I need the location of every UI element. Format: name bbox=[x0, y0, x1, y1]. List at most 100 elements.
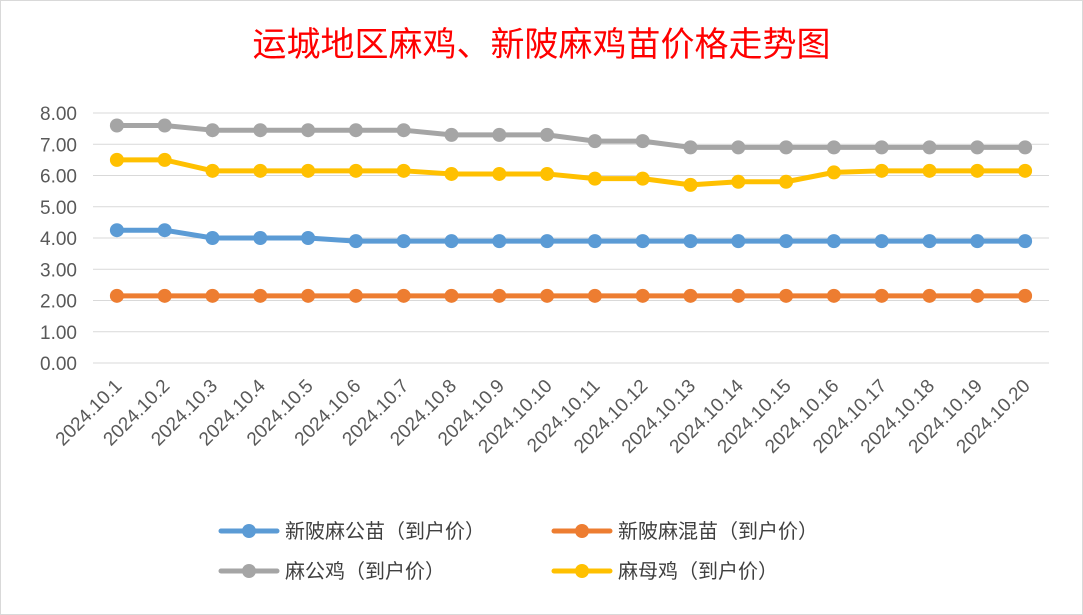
data-point bbox=[635, 171, 650, 186]
data-point bbox=[301, 163, 316, 178]
legend-swatch-marker bbox=[575, 524, 589, 538]
data-point bbox=[731, 140, 746, 155]
y-tick-label: 2.00 bbox=[40, 292, 77, 313]
y-tick-label: 7.00 bbox=[40, 135, 77, 156]
data-point bbox=[922, 140, 937, 155]
legend-swatch-marker bbox=[242, 524, 256, 538]
legend-item: 麻公鸡（到户价） bbox=[218, 559, 445, 583]
data-point bbox=[779, 140, 794, 155]
data-point bbox=[157, 223, 172, 238]
data-point bbox=[205, 163, 220, 178]
data-point bbox=[826, 140, 841, 155]
data-point bbox=[109, 152, 124, 167]
data-point bbox=[492, 234, 507, 249]
data-point bbox=[874, 234, 889, 249]
data-point bbox=[683, 140, 698, 155]
data-point bbox=[587, 234, 602, 249]
data-point bbox=[922, 288, 937, 303]
data-point bbox=[731, 234, 746, 249]
data-point bbox=[540, 166, 555, 181]
y-tick-label: 0.00 bbox=[40, 354, 77, 375]
legend-swatch-marker bbox=[575, 564, 589, 578]
x-axis-ticks: 2024.10.12024.10.22024.10.32024.10.42024… bbox=[52, 375, 1035, 457]
series-0 bbox=[109, 223, 1033, 249]
data-point bbox=[540, 127, 555, 142]
data-point bbox=[109, 223, 124, 238]
data-point bbox=[683, 234, 698, 249]
data-point bbox=[587, 171, 602, 186]
data-point bbox=[205, 231, 220, 245]
data-point bbox=[540, 234, 555, 249]
series-line bbox=[114, 227, 1028, 244]
y-axis-ticks: 0.00 1.00 2.00 3.00 4.00 5.00 6.00 7.00 8.00 bbox=[40, 104, 77, 375]
data-point bbox=[970, 163, 985, 178]
data-point bbox=[922, 163, 937, 178]
y-tick-label: 8.00 bbox=[40, 104, 77, 125]
data-point bbox=[731, 288, 746, 303]
data-point bbox=[109, 118, 124, 133]
legend-item: 新陂麻公苗（到户价） bbox=[218, 519, 485, 543]
legend-label: 新陂麻混苗（到户价） bbox=[618, 519, 818, 543]
data-point bbox=[874, 140, 889, 155]
data-point bbox=[253, 288, 268, 303]
legend-swatch-marker bbox=[242, 564, 256, 578]
data-point bbox=[874, 163, 889, 178]
data-point bbox=[826, 288, 841, 303]
data-point bbox=[253, 163, 268, 178]
data-point bbox=[779, 234, 794, 249]
series-layer bbox=[109, 118, 1033, 303]
data-point bbox=[587, 134, 602, 149]
legend-label: 新陂麻公苗（到户价） bbox=[285, 519, 485, 543]
data-point bbox=[922, 234, 937, 249]
data-point bbox=[348, 288, 363, 303]
data-point bbox=[683, 288, 698, 303]
data-point bbox=[683, 177, 698, 192]
data-point bbox=[205, 123, 220, 138]
y-tick-label: 3.00 bbox=[40, 260, 77, 281]
series-line bbox=[114, 123, 1028, 150]
data-point bbox=[253, 231, 268, 245]
legend: 新陂麻公苗（到户价） 新陂麻混苗（到户价） 麻公鸡（到户价） 麻母鸡（到户价） bbox=[218, 519, 818, 583]
data-point bbox=[444, 127, 459, 142]
data-point bbox=[348, 123, 363, 138]
data-point bbox=[1018, 288, 1033, 303]
data-point bbox=[970, 234, 985, 249]
legend-label: 麻公鸡（到户价） bbox=[285, 559, 445, 583]
y-tick-label: 4.00 bbox=[40, 229, 77, 250]
data-point bbox=[205, 288, 220, 303]
data-point bbox=[635, 234, 650, 249]
data-point bbox=[635, 288, 650, 303]
legend-item: 麻母鸡（到户价） bbox=[551, 559, 778, 583]
legend-label: 麻母鸡（到户价） bbox=[618, 559, 778, 583]
data-point bbox=[396, 234, 411, 249]
data-point bbox=[109, 288, 124, 303]
data-point bbox=[492, 288, 507, 303]
data-point bbox=[826, 234, 841, 249]
data-point bbox=[301, 231, 316, 245]
data-point bbox=[492, 166, 507, 181]
grid-layer bbox=[93, 112, 1049, 364]
y-tick-label: 1.00 bbox=[40, 323, 77, 344]
data-point bbox=[492, 127, 507, 142]
data-point bbox=[301, 123, 316, 138]
chart-title: 运城地区麻鸡、新陂麻鸡苗价格走势图 bbox=[252, 25, 831, 65]
y-tick-label: 5.00 bbox=[40, 198, 77, 219]
series-1 bbox=[109, 288, 1033, 303]
legend-item: 新陂麻混苗（到户价） bbox=[551, 519, 818, 543]
data-point bbox=[1018, 163, 1033, 178]
series-3 bbox=[109, 152, 1033, 192]
data-point bbox=[731, 174, 746, 189]
data-point bbox=[301, 288, 316, 303]
data-point bbox=[970, 140, 985, 155]
data-point bbox=[396, 123, 411, 138]
data-point bbox=[444, 288, 459, 303]
data-point bbox=[348, 163, 363, 178]
data-point bbox=[874, 288, 889, 303]
data-point bbox=[348, 234, 363, 249]
data-point bbox=[635, 134, 650, 149]
data-point bbox=[396, 163, 411, 178]
data-point bbox=[396, 288, 411, 303]
data-point bbox=[540, 288, 555, 303]
